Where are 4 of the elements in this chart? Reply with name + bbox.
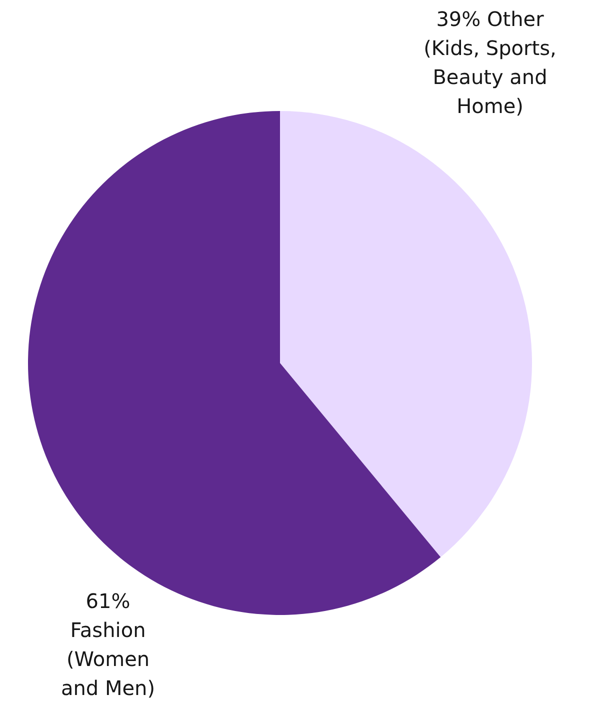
slice-label: Fashion (Women and Men)	[60, 618, 156, 700]
slice-label: 39% Other (Kids, Sports, Beauty and Home)	[424, 7, 556, 118]
pie-slice	[28, 111, 441, 615]
data-label: 61%	[86, 589, 130, 613]
